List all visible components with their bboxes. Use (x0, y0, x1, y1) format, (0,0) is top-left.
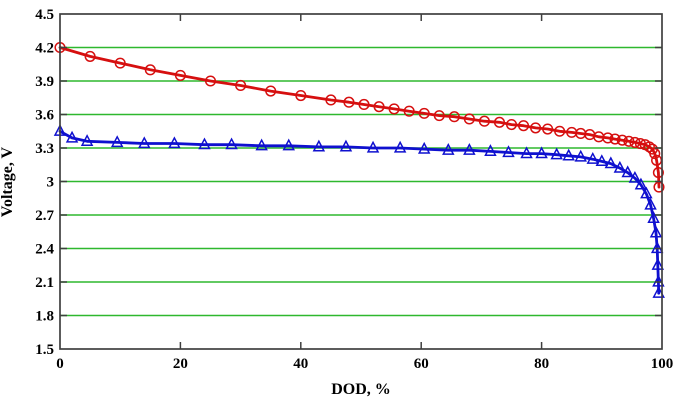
triangle-marker (484, 144, 497, 156)
triangle-marker (574, 149, 587, 162)
circle-marker (448, 111, 460, 123)
triangle-marker (417, 141, 431, 154)
triangle-marker (168, 136, 181, 149)
blue-triangle-series-line (58, 129, 661, 295)
triangle-marker (649, 225, 663, 238)
triangle-marker (463, 143, 476, 155)
triangle-marker (282, 138, 296, 151)
triangle-marker (604, 156, 618, 169)
triangle-marker (393, 140, 407, 153)
triangle-marker (339, 139, 353, 152)
triangle-marker (640, 186, 653, 199)
circle-marker (463, 113, 475, 125)
plot-area: 0 20 40 60 80 100 1.5 1.8 2.1 2.4 2.7 3 3.3 3.6 3.9 4.2… (35, 7, 673, 372)
triangle-marker (65, 130, 79, 143)
x-tick-label: 40 (293, 356, 308, 372)
y-tick-label: 4.2 (35, 41, 54, 57)
y-tick-label: 3.3 (35, 141, 54, 157)
y-axis-label: Voltage, V (0, 146, 16, 217)
triangle-marker (520, 146, 533, 159)
triangle-marker (562, 148, 575, 161)
triangle-marker (586, 151, 600, 164)
triangle-marker (650, 241, 664, 254)
circle-marker (84, 50, 96, 62)
circle-marker (649, 148, 661, 160)
circle-marker (325, 94, 337, 106)
triangle-marker (550, 147, 563, 160)
circle-marker (530, 122, 542, 134)
triangle-marker (138, 136, 151, 149)
triangle-marker (312, 139, 326, 152)
x-tick-label: 20 (173, 356, 188, 372)
x-tick-label: 0 (56, 356, 64, 372)
circle-marker (623, 135, 635, 147)
triangle-marker (225, 137, 238, 150)
circle-marker (403, 105, 415, 117)
circle-marker (616, 134, 628, 146)
circle-marker (433, 110, 445, 122)
circle-marker (235, 79, 247, 92)
circle-marker (265, 85, 277, 97)
triangle-marker (628, 170, 642, 183)
circle-marker (343, 96, 355, 108)
circle-marker (554, 125, 566, 137)
triangle-marker (535, 146, 548, 159)
circle-marker (542, 123, 554, 135)
circle-marker (643, 141, 655, 153)
triangle-marker (652, 274, 665, 287)
y-tick-label: 2.7 (35, 208, 54, 224)
x-tick-label: 60 (414, 356, 429, 372)
circle-marker (373, 101, 385, 113)
y-tick-label: 2.4 (35, 242, 54, 258)
triangle-marker (634, 177, 648, 190)
y-tick-label: 3.9 (35, 74, 54, 90)
triangle-marker (110, 135, 124, 148)
y-tick-label: 3 (47, 175, 55, 191)
circle-marker (505, 119, 518, 131)
triangle-marker (442, 143, 455, 155)
triangle-marker (366, 140, 380, 153)
circle-marker (114, 57, 126, 69)
circle-marker (517, 120, 530, 132)
y-tick-label: 1.5 (35, 342, 54, 358)
circle-marker (609, 133, 621, 145)
triangle-marker (613, 160, 627, 173)
circle-marker (653, 181, 665, 193)
triangle-marker (647, 211, 660, 223)
y-tick-label: 4.5 (35, 7, 54, 23)
circle-marker (418, 107, 430, 119)
circle-marker (629, 136, 641, 148)
x-axis-label: DOD, % (331, 381, 391, 398)
circle-marker (144, 64, 156, 76)
triangle-marker (80, 134, 94, 146)
circle-marker (295, 89, 307, 102)
circle-marker (652, 167, 664, 179)
circle-marker (493, 116, 506, 128)
circle-marker (174, 69, 186, 81)
circle-marker (602, 132, 614, 144)
triangle-marker (502, 145, 515, 158)
y-tick-label: 1.8 (35, 309, 54, 325)
y-tick-label: 3.6 (35, 108, 54, 124)
y-tick-label: 2.1 (35, 275, 54, 291)
triangle-marker (644, 197, 657, 210)
circle-marker (478, 115, 490, 127)
triangle-marker (621, 165, 634, 178)
x-tick-label: 80 (534, 356, 549, 372)
x-tick-label: 100 (651, 356, 674, 372)
circle-marker (204, 75, 217, 87)
red-circle-series-line (58, 46, 661, 189)
circle-marker (388, 103, 400, 115)
triangle-marker (595, 154, 609, 167)
triangle-marker (651, 258, 665, 270)
triangle-marker (255, 138, 268, 151)
circle-marker (358, 98, 370, 110)
triangle-marker (198, 137, 211, 150)
